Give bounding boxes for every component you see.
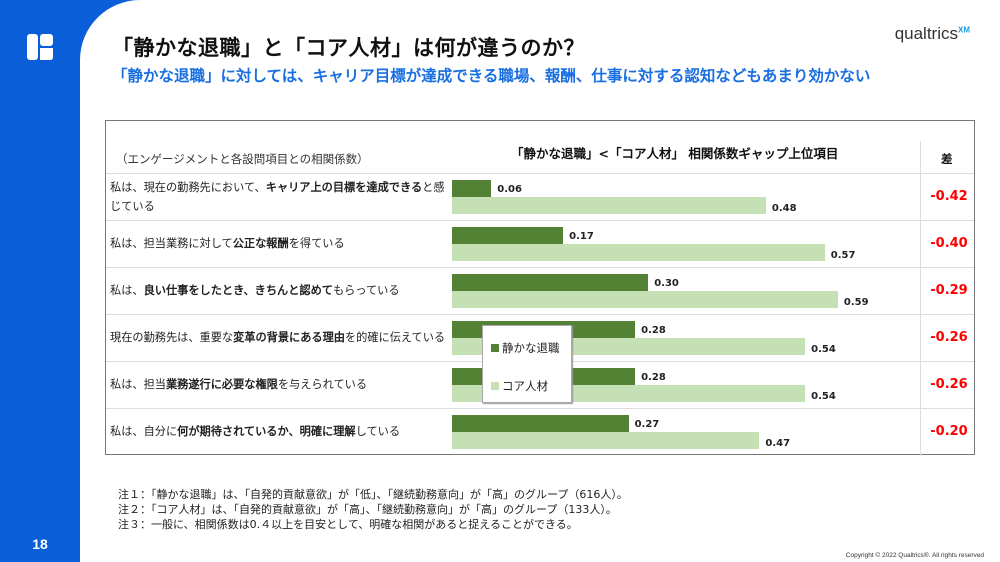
- value-label-core: 0.47: [765, 438, 791, 449]
- row-label-text: を的確に伝えている: [344, 331, 446, 344]
- footnotes: 注１：「静かな退職」は、「自発的貢献意欲」が「低」、「継続勤務意向」が「高」のグ…: [118, 487, 628, 532]
- bar-core-talent: [452, 291, 838, 308]
- row-label-text: を与えられている: [277, 378, 368, 391]
- brand-name: qualtrics: [894, 24, 958, 43]
- bar-quiet-quitting: [452, 180, 492, 197]
- page-title: 「静かな退職」と「コア人材」は何が違うのか？: [112, 36, 585, 60]
- row-label-text: している: [355, 425, 401, 438]
- legend-item-quiet: 静かな退職: [491, 340, 560, 356]
- value-label-quiet: 0.06: [497, 184, 522, 195]
- row-label-text: 私は、担当: [110, 378, 166, 391]
- column-divider: [920, 141, 921, 456]
- bar-quiet-quitting: [452, 274, 649, 291]
- bar-core-talent: [452, 432, 760, 449]
- footnote-2: 注２：「コア人材」は、「自発的貢献意欲」が「高」、「継続勤務意向」が「高」のグル…: [118, 503, 617, 516]
- value-label-quiet: 0.28: [641, 325, 666, 336]
- table-row: 私は、良い仕事をしたとき、きちんと認めてもらっている 0.30 0.59 -0.29: [106, 267, 974, 314]
- brand-logo: qualtricsXM: [895, 24, 970, 44]
- table-header-note: （エンゲージメントと各設問項目との相関係数）: [116, 152, 369, 166]
- value-label-quiet: 0.17: [569, 231, 594, 242]
- diff-value: -0.42: [930, 189, 968, 204]
- row-label-emphasis: 何が期待されているか、明確に理解: [177, 425, 356, 438]
- bar-core-talent: [452, 197, 766, 214]
- diff-value: -0.20: [930, 424, 968, 439]
- row-label: 私は、担当業務遂行に必要な権限を与えられている: [110, 375, 450, 394]
- app-logo-icon: [27, 34, 53, 60]
- footnote-3: 注３：一般に、相関係数は0.４以上を目安として、明確な相関があると捉えることがで…: [118, 518, 578, 531]
- diff-value: -0.40: [930, 236, 968, 251]
- bar-quiet-quitting: [452, 415, 629, 432]
- row-label: 私は、現在の勤務先において、キャリア上の目標を達成できると感じている: [110, 178, 450, 216]
- legend-item-core: コア人材: [491, 378, 548, 394]
- table-row: 私は、自分に何が期待されているか、明確に理解している 0.27 0.47 -0.20: [106, 408, 974, 455]
- sidebar: 18: [0, 0, 80, 562]
- row-label-text: 私は、: [110, 284, 144, 297]
- bar-quiet-quitting: [452, 227, 564, 244]
- row-label-text: 現在の勤務先は、重要な: [110, 331, 234, 344]
- value-label-core: 0.54: [811, 391, 836, 402]
- row-label-emphasis: 良い仕事をしたとき、きちんと認めて: [143, 284, 333, 297]
- correlation-table: （エンゲージメントと各設問項目との相関係数） 「静かな退職」<「コア人材」 相関…: [105, 120, 975, 456]
- bar-core-talent: [452, 244, 825, 261]
- brand-sup: XM: [958, 25, 970, 35]
- value-label-core: 0.48: [771, 203, 797, 214]
- table-row: 私は、現在の勤務先において、キャリア上の目標を達成できると感じている 0.06 0.…: [106, 173, 974, 220]
- legend-swatch-core: [491, 382, 499, 390]
- value-label-core: 0.57: [830, 250, 856, 261]
- row-label: 私は、自分に何が期待されているか、明確に理解している: [110, 422, 450, 441]
- row-label-text: もらっている: [332, 284, 400, 297]
- diff-value: -0.26: [930, 330, 968, 345]
- row-label-emphasis: キャリア上の目標を達成できる: [265, 181, 423, 194]
- legend-label-quiet: 静かな退職: [502, 341, 560, 355]
- legend-swatch-quiet: [491, 344, 499, 352]
- row-label-emphasis: 公正な報酬: [232, 237, 289, 250]
- value-label-quiet: 0.27: [634, 419, 660, 430]
- value-label-quiet: 0.28: [641, 372, 666, 383]
- footnote-1: 注１：「静かな退職」は、「自発的貢献意欲」が「低」、「継続勤務意向」が「高」のグ…: [118, 488, 628, 501]
- chart-legend: 静かな退職 コア人材: [482, 325, 572, 403]
- diff-column-header: 差: [941, 152, 953, 166]
- row-label-emphasis: 変革の背景にある理由: [233, 331, 345, 344]
- row-label-text: 私は、現在の勤務先において、: [110, 181, 266, 194]
- value-label-core: 0.54: [811, 344, 836, 355]
- page-subtitle: 「静かな退職」に対しては、キャリア目標が達成できる職場、報酬、仕事に対する認知な…: [112, 67, 871, 85]
- row-label-text: 私は、担当業務に対して: [110, 237, 233, 250]
- row-label: 私は、良い仕事をしたとき、きちんと認めてもらっている: [110, 281, 450, 300]
- value-label-core: 0.59: [843, 297, 869, 308]
- row-label-emphasis: 業務遂行に必要な権限: [165, 378, 278, 391]
- copyright: Copyright © 2022 Qualtrics®. All rights …: [845, 552, 984, 559]
- chart-title: 「静かな退職」<「コア人材」 相関係数ギャップ上位項目: [511, 146, 839, 161]
- row-label-text: と感じている: [110, 181, 445, 213]
- row-label: 現在の勤務先は、重要な変革の背景にある理由を的確に伝えている: [110, 328, 450, 347]
- legend-label-core: コア人材: [502, 379, 548, 393]
- row-label: 私は、担当業務に対して公正な報酬を得ている: [110, 234, 450, 253]
- value-label-quiet: 0.30: [654, 278, 679, 289]
- diff-value: -0.29: [930, 283, 968, 298]
- row-label-text: 私は、自分に: [110, 425, 178, 438]
- table-row: 私は、担当業務に対して公正な報酬を得ている 0.17 0.57 -0.40: [106, 220, 974, 267]
- row-label-text: を得ている: [288, 237, 345, 250]
- page-number: 18: [32, 536, 48, 552]
- diff-value: -0.26: [930, 377, 968, 392]
